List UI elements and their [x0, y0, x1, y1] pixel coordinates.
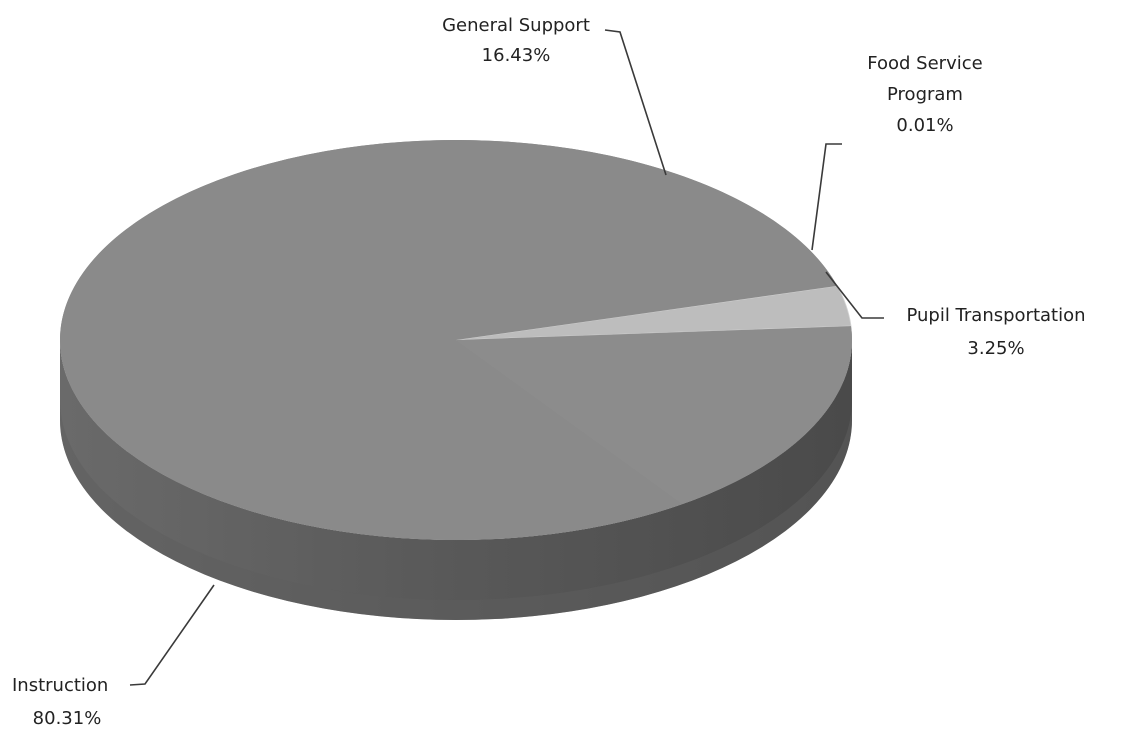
- label-general-support-name: General Support: [442, 15, 590, 36]
- pie-slice-general-support: [456, 326, 852, 505]
- pie-slices: [60, 139, 852, 540]
- leader-lines: [129, 29, 884, 686]
- data-labels: General Support 16.43% Food Service Prog…: [12, 15, 1086, 729]
- pie-slice-instruction: [60, 139, 838, 540]
- leader-line-instruction: [129, 584, 215, 686]
- pie-slice-food-service-program: [456, 326, 852, 340]
- label-pupil-transportation-value: 3.25%: [967, 338, 1024, 359]
- label-food-service-name-line2: Program: [887, 84, 963, 105]
- label-general-support-value: 16.43%: [482, 45, 551, 66]
- leader-line-pupil-transportation: [825, 271, 884, 319]
- leader-line-food-service: [811, 143, 842, 251]
- label-food-service-name-line1: Food Service: [867, 53, 982, 74]
- label-food-service-value: 0.01%: [896, 115, 953, 136]
- label-pupil-transportation-name: Pupil Transportation: [906, 305, 1085, 326]
- pie-body: [60, 139, 852, 620]
- label-instruction-name: Instruction: [12, 675, 108, 696]
- label-instruction-value: 80.31%: [33, 708, 102, 729]
- leader-line-general-support: [604, 29, 667, 176]
- pie-side-wall: [60, 340, 852, 620]
